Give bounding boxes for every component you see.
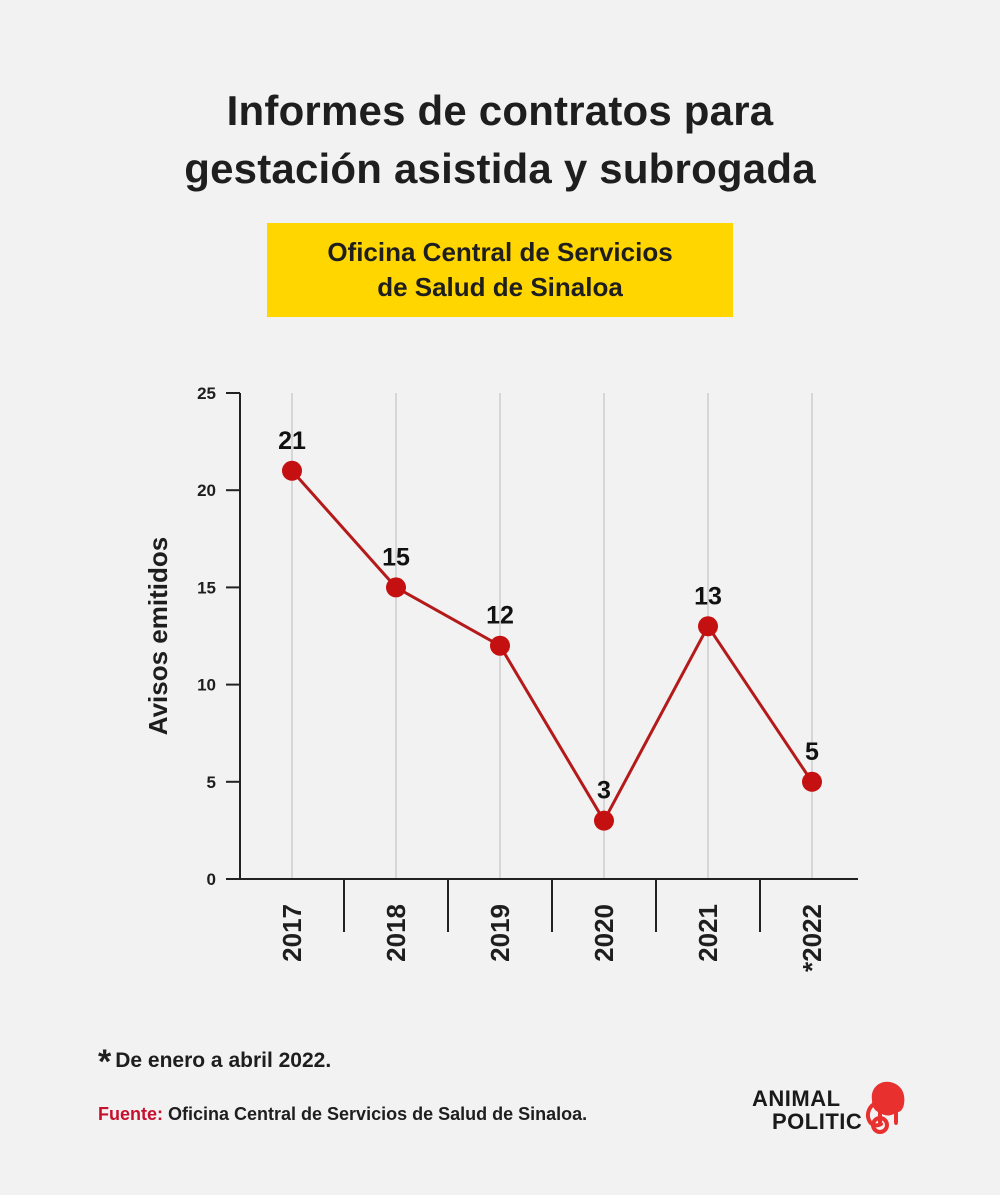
y-tick-label-2: 10 [197, 676, 216, 695]
y-tick-label-0: 0 [207, 870, 216, 889]
x-tick-label-2: 2019 [485, 904, 515, 962]
data-label-1: 15 [382, 543, 410, 571]
line-chart: 0 5 10 15 20 25 2017 2018 2019 2020 2021 *2022 Aviso… [143, 384, 858, 972]
y-axis-title: Avisos emitidos [143, 537, 173, 735]
x-tick-label-0: 2017 [277, 904, 307, 962]
data-point-1 [386, 577, 406, 598]
data-point-5 [802, 771, 822, 792]
data-label-2: 12 [486, 602, 514, 630]
subtitle-line-2: de Salud de Sinaloa [377, 272, 623, 302]
y-tick-label-5: 25 [197, 384, 216, 403]
series-line [290, 469, 814, 824]
logo-line-1: ANIMAL [752, 1086, 841, 1111]
y-tick-label-3: 15 [197, 578, 216, 597]
data-point-4 [698, 616, 718, 637]
data-point-3 [594, 810, 614, 831]
animal-politico-logo: ANIMAL POLITIC [752, 1081, 912, 1138]
footnote-mark: * [98, 1043, 112, 1081]
source-note: Fuente: Oficina Central de Servicios de S… [98, 1104, 587, 1125]
data-point-0 [282, 460, 302, 481]
footnote-text: De enero a abril 2022. [115, 1049, 332, 1072]
y-tick-label-1: 5 [207, 773, 216, 792]
source-text: Oficina Central de Servicios de Salud de… [168, 1104, 588, 1124]
data-label-3: 3 [597, 777, 611, 805]
y-tick-label-4: 20 [197, 481, 216, 500]
title-line-2: gestación asistida y subrogada [184, 145, 816, 192]
data-label-5: 5 [805, 738, 819, 766]
data-point-2 [490, 635, 510, 656]
title-line-1: Informes de contratos para [226, 87, 774, 134]
footnote: * De enero a abril 2022. [98, 1043, 331, 1082]
data-label-0: 21 [278, 427, 306, 455]
elephant-icon [865, 1081, 905, 1134]
chart-title: Informes de contratos para gestación asi… [0, 82, 1000, 198]
x-tick-label-1: 2018 [381, 904, 411, 962]
data-label-4: 13 [694, 582, 722, 610]
source-label: Fuente: [98, 1104, 163, 1124]
x-tick-label-5: *2022 [797, 904, 827, 972]
subtitle-banner: Oficina Central de Servicios de Salud de… [267, 223, 733, 317]
logo-line-2: POLITIC [772, 1109, 863, 1134]
x-tick-label-4: 2021 [693, 904, 723, 962]
subtitle-line-1: Oficina Central de Servicios [327, 237, 673, 267]
x-tick-label-3: 2020 [589, 904, 619, 962]
